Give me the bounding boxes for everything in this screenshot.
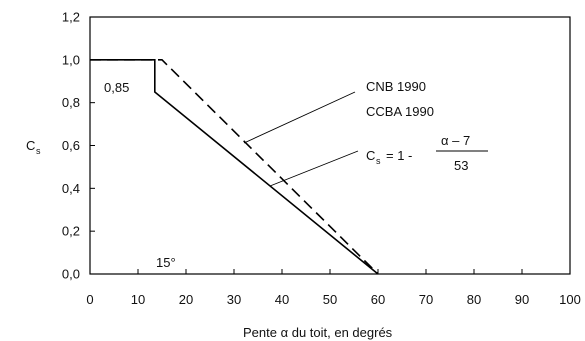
formula-subscript: s [376,156,381,166]
x-tick-label: 30 [227,292,241,307]
x-axis: 0 10 20 30 40 50 60 70 80 90 100 [86,269,581,307]
series-layer [90,59,379,275]
y-tick-label: 0,8 [62,95,80,110]
y-tick-label: 0,0 [62,267,80,282]
series-line-ccba-1990 [90,59,379,275]
formula-denominator: 53 [454,158,468,173]
y-tick-label: 0,4 [62,181,80,196]
formula-equals: = 1 - [386,148,412,163]
y-tick-label: 0,2 [62,224,80,239]
legend-label-ccba: CCBA 1990 [366,104,434,119]
x-tick-label: 50 [323,292,337,307]
series-line-cnb-1990 [90,59,379,275]
formula-lhs: C [366,148,375,163]
x-tick-label: 0 [86,292,93,307]
x-tick-label: 80 [467,292,481,307]
formula-numerator: α – 7 [441,133,470,148]
x-tick-label: 10 [131,292,145,307]
x-tick-label: 60 [371,292,385,307]
value-085-label: 0,85 [104,80,129,95]
y-axis-title: C [26,138,35,153]
leader-line-cnb [243,91,356,144]
angle-15-label: 15° [156,255,176,270]
y-axis-title-subscript: s [36,146,41,156]
y-tick-label: 1,2 [62,10,80,25]
y-axis: 0,0 0,2 0,4 0,6 0,8 1,0 1,2 [62,10,95,282]
leader-line-formula [269,150,359,187]
x-tick-label: 100 [559,292,581,307]
x-tick-label: 70 [419,292,433,307]
y-tick-label: 0,6 [62,138,80,153]
x-tick-label: 40 [275,292,289,307]
y-tick-label: 1,0 [62,52,80,67]
legend-label-cnb: CNB 1990 [366,79,426,94]
x-tick-label: 20 [179,292,193,307]
x-tick-label: 90 [515,292,529,307]
x-axis-title: Pente α du toit, en degrés [243,325,393,340]
